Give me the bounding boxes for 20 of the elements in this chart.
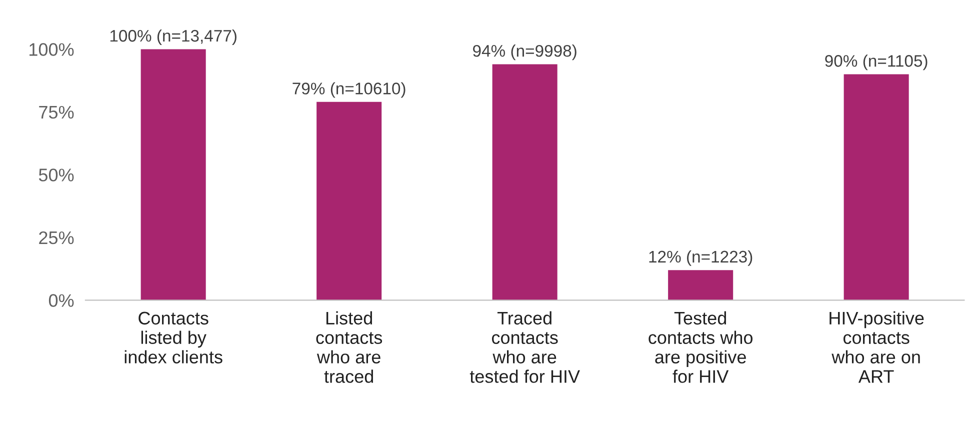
- data-label: 94% (n=9998): [473, 44, 576, 60]
- data-label: 79% (n=10610): [292, 82, 406, 98]
- x-tick-label: Traced contacts who are tested for HIV: [470, 311, 580, 383]
- data-label: 12% (n=1223): [649, 250, 752, 266]
- y-tick-label: 25%: [39, 231, 74, 244]
- x-tick-label: Contacts listed by index clients: [124, 312, 222, 364]
- y-tick-label: 50%: [38, 168, 74, 182]
- bar: [316, 102, 382, 300]
- x-tick-label: Tested contacts who are positive for HIV: [648, 311, 753, 383]
- bar: [668, 270, 734, 300]
- y-tick-label: 100%: [30, 43, 74, 56]
- x-tick-label: Listed contacts who are traced: [316, 311, 382, 383]
- y-tick-label: 75%: [39, 106, 74, 119]
- bar: [140, 49, 206, 300]
- data-label: 90% (n=1105): [825, 54, 928, 70]
- data-label: 100% (n=13,477): [110, 29, 236, 46]
- bar: [844, 74, 909, 300]
- y-tick-label: 0%: [48, 294, 74, 307]
- bar: [492, 64, 558, 300]
- x-tick-label: HIV-positive contacts who are on ART: [830, 311, 924, 383]
